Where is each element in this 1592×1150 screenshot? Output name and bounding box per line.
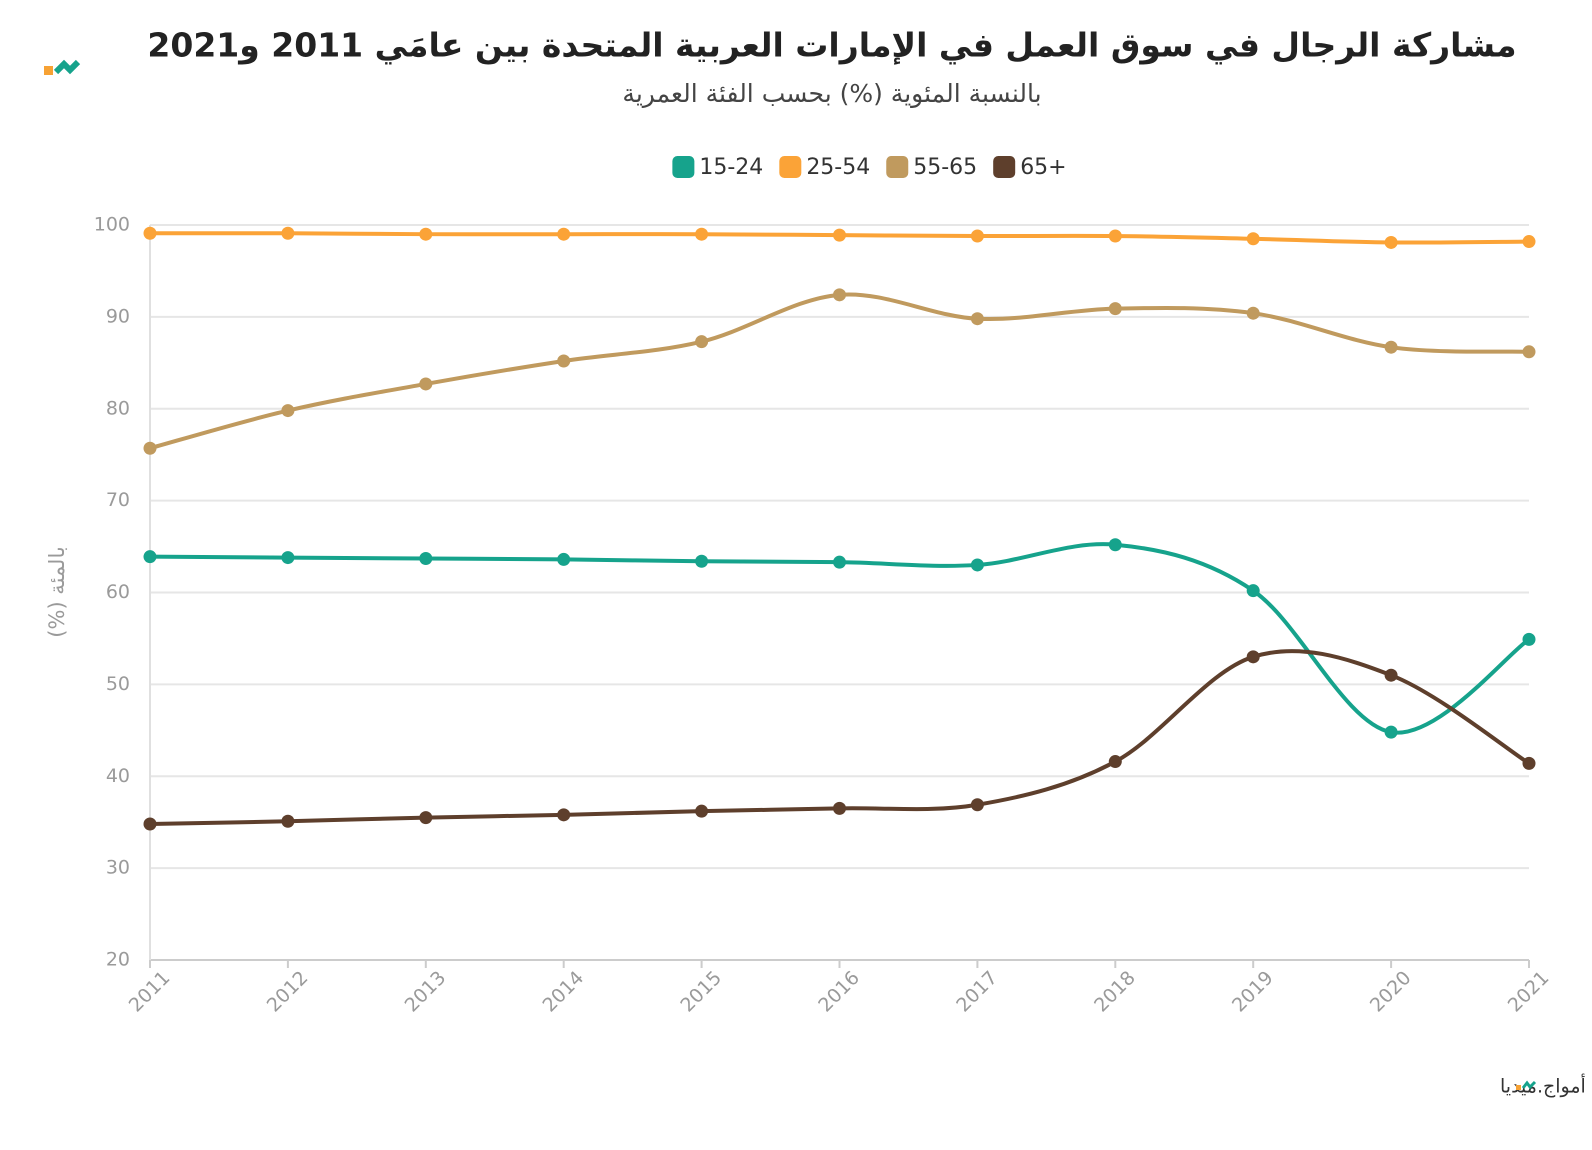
data-point <box>970 229 984 243</box>
data-point <box>1384 668 1398 682</box>
y-tick-label: 40 <box>106 765 130 787</box>
data-point <box>1108 538 1122 552</box>
data-point <box>833 555 846 569</box>
data-point <box>1246 232 1260 246</box>
source: المصدر: منظمة العمل الدولية • ترتيب أموا… <box>1500 1074 1592 1098</box>
source-logo <box>1516 1080 1537 1090</box>
data-point <box>1384 725 1398 739</box>
x-tick-label: 2015 <box>676 967 726 1017</box>
legend-label: 25-54 <box>806 155 870 180</box>
y-tick-label: 70 <box>106 489 130 511</box>
x-tick-label: 2014 <box>538 967 588 1017</box>
data-point <box>1522 235 1536 249</box>
data-point <box>143 817 157 831</box>
y-tick-label: 20 <box>106 949 130 971</box>
data-point <box>1108 302 1122 316</box>
legend: 15-24 25-54 55-65 65+ <box>672 155 1067 180</box>
data-point <box>1522 756 1536 770</box>
data-point <box>1246 306 1260 320</box>
data-point <box>833 228 846 242</box>
data-point <box>281 226 295 240</box>
data-point <box>695 335 709 349</box>
data-point <box>143 226 157 240</box>
y-tick-label: 30 <box>106 857 130 879</box>
data-point <box>970 312 984 326</box>
x-tick-label: 2020 <box>1366 967 1416 1017</box>
x-tick-label: 2012 <box>263 967 313 1017</box>
data-point <box>833 288 846 302</box>
data-point <box>419 377 433 391</box>
data-point <box>557 808 571 822</box>
data-point <box>1108 229 1122 243</box>
data-point <box>1246 650 1260 664</box>
data-point <box>1108 755 1122 769</box>
y-tick-label: 90 <box>106 305 130 327</box>
data-point <box>419 811 433 825</box>
legend-label: 15-24 <box>699 155 763 180</box>
x-tick-label: 2011 <box>125 967 175 1017</box>
y-axis-label: بالمئة (%) <box>45 546 69 637</box>
data-point <box>695 554 709 568</box>
x-tick-label: 2013 <box>401 967 451 1017</box>
legend-swatch <box>779 156 802 178</box>
legend-swatch <box>672 156 695 178</box>
data-point <box>1246 584 1260 598</box>
data-point <box>143 441 157 455</box>
data-point <box>557 552 571 566</box>
data-point <box>1522 345 1536 359</box>
data-point <box>970 558 984 572</box>
chart-title: مشاركة الرجال في سوق العمل في الإمارات ا… <box>147 26 1516 66</box>
data-point <box>1522 632 1536 646</box>
y-tick-label: 100 <box>94 214 130 236</box>
series-line <box>149 542 1531 735</box>
x-tick-label: 2019 <box>1228 967 1278 1017</box>
data-point <box>557 354 571 368</box>
legend-label: 55-65 <box>913 155 977 180</box>
data-point <box>281 551 295 565</box>
logo <box>44 59 81 75</box>
data-point <box>281 404 295 418</box>
data-point <box>419 552 433 566</box>
x-tick-label: 2018 <box>1090 967 1140 1017</box>
chart-subtitle: بالنسبة المئوية (%) بحسب الفئة العمرية <box>622 79 1041 108</box>
data-point <box>695 804 709 818</box>
x-tick-label: 2017 <box>952 967 1002 1017</box>
y-tick-label: 60 <box>106 581 130 603</box>
data-point <box>281 814 295 828</box>
x-tick-label: 2021 <box>1504 967 1554 1017</box>
data-point <box>1384 340 1398 354</box>
data-point <box>419 227 433 241</box>
y-tick-label: 80 <box>106 397 130 419</box>
legend-label: 65+ <box>1020 155 1066 180</box>
data-point <box>1384 235 1398 249</box>
y-tick-label: 50 <box>106 673 130 695</box>
data-point <box>970 798 984 812</box>
data-point <box>557 227 571 241</box>
legend-swatch <box>993 156 1016 178</box>
data-point <box>143 550 157 564</box>
data-point <box>695 227 709 241</box>
legend-swatch <box>886 156 909 178</box>
data-point <box>833 801 846 815</box>
series-line <box>149 649 1531 827</box>
x-tick-label: 2016 <box>814 967 864 1017</box>
